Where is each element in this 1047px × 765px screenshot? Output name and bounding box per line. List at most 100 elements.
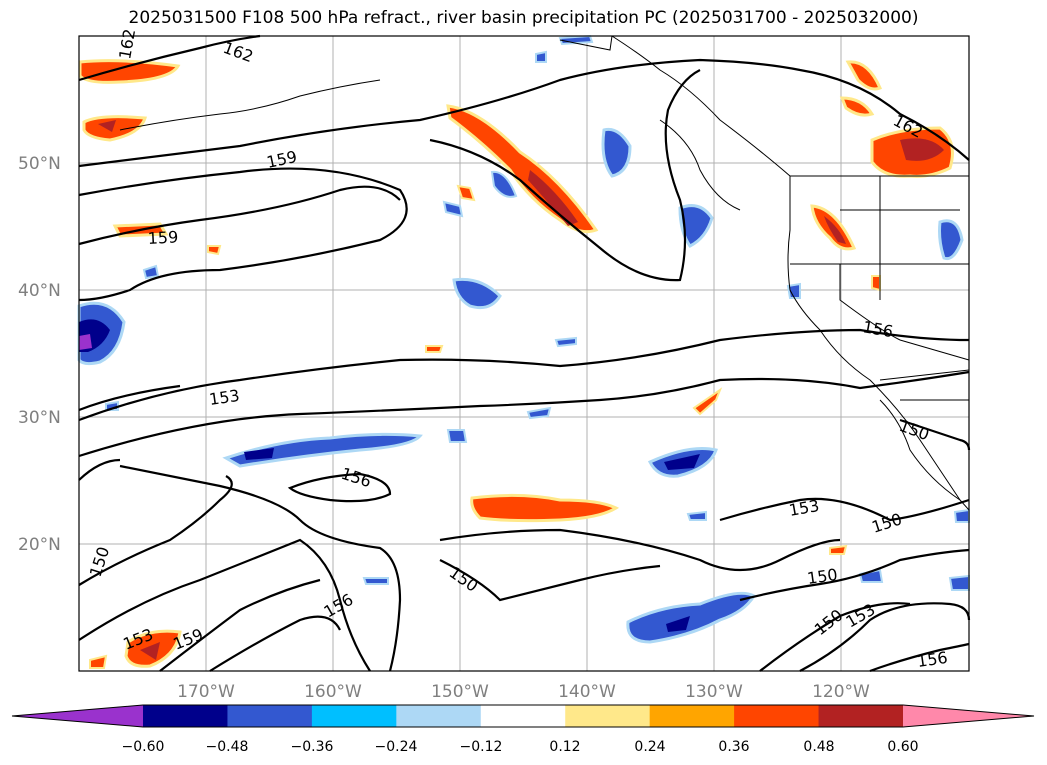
coastline: [659, 119, 741, 211]
contour-line: [78, 34, 261, 82]
map-frame: [78, 35, 970, 672]
precip-blob: [824, 216, 846, 244]
precip-blob: [89, 654, 108, 669]
lon-label-160w: 160°W: [304, 682, 362, 702]
longitude-labels: 170°W 160°W 150°W 140°W 130°W 120°W: [177, 682, 870, 702]
latitude-labels: 50°N 40°N 30°N 20°N: [18, 154, 61, 555]
coastline: [559, 35, 613, 51]
contour-line: [78, 328, 970, 422]
colorbar-tick-label: 0.24: [634, 739, 665, 755]
colorbar-tick-label: 0.48: [803, 739, 834, 755]
precip-blob: [79, 334, 92, 350]
colorbar-extend-low: [12, 705, 143, 727]
contour-line: [719, 497, 970, 522]
precip-blob: [222, 432, 423, 468]
contour-line: [869, 642, 970, 673]
precip-blob: [938, 219, 964, 261]
precip-blob: [470, 493, 620, 523]
precip-blob: [140, 642, 160, 660]
colorbar-tick-label: −0.60: [122, 739, 165, 755]
contour-line: [78, 185, 401, 246]
precip-blob: [786, 282, 801, 299]
lat-label-40n: 40°N: [18, 281, 61, 301]
precip-blob: [528, 170, 578, 226]
contour-line: [739, 548, 970, 602]
colorbar-segment: [565, 705, 651, 727]
contour-label: 150: [806, 565, 839, 588]
precip-blob: [207, 245, 222, 256]
colorbar-tick-label: 0.12: [549, 739, 580, 755]
colorbar-tick-label: −0.36: [291, 739, 334, 755]
contour-line: [759, 602, 911, 672]
contour-line: [899, 418, 971, 451]
lat-label-50n: 50°N: [18, 154, 61, 174]
precip-blob: [452, 277, 502, 310]
colorbar-segment: [818, 705, 904, 727]
colorbar-segment: [649, 705, 735, 727]
precip-blob: [900, 138, 944, 161]
state-border: [839, 264, 901, 341]
precip-blob: [845, 60, 882, 91]
coastline: [611, 35, 970, 511]
colorbar-extend-high: [903, 705, 1034, 727]
contour-line: [429, 69, 701, 282]
contour-line: [439, 528, 841, 572]
contour-line: [78, 384, 181, 412]
lon-label-130w: 130°W: [685, 682, 743, 702]
precip-blob: [446, 429, 468, 443]
contour-line: [287, 472, 392, 503]
lon-label-140w: 140°W: [558, 682, 616, 702]
contour-line: [799, 602, 971, 672]
colorbar-tick-label: −0.12: [460, 739, 503, 755]
precip-blob: [362, 577, 389, 585]
contour-line: [119, 464, 402, 672]
precip-blob: [664, 454, 700, 470]
precip-blob: [425, 345, 444, 353]
lat-label-20n: 20°N: [18, 535, 61, 555]
precip-blob: [601, 127, 632, 178]
lon-label-170w: 170°W: [177, 682, 235, 702]
coastline: [119, 79, 381, 131]
precip-blob: [953, 508, 970, 523]
contour-line: [78, 370, 970, 458]
map-plot-area: 162 162 159 159 153 156 150 150 156 150 …: [77, 27, 971, 673]
contour-line: [78, 538, 371, 672]
contour-label: 156: [916, 648, 949, 671]
precip-blob: [535, 50, 547, 63]
precip-blob: [839, 96, 875, 117]
colorbar: [11, 704, 1035, 728]
contour-line: [78, 475, 233, 586]
map-title: 2025031500 F108 500 hPa refract., river …: [128, 8, 919, 28]
precip-blob: [244, 448, 274, 460]
coastlines: [119, 35, 970, 511]
precip-blob: [871, 275, 881, 292]
precip-blob: [829, 544, 848, 555]
contour-line: [439, 559, 661, 602]
precip-blob: [98, 120, 116, 132]
colorbar-segment: [480, 705, 566, 727]
colorbar-tick-label: 0.36: [718, 739, 749, 755]
contour-line: [159, 578, 321, 672]
lon-label-150w: 150°W: [431, 682, 489, 702]
precip-blob: [82, 115, 147, 142]
refractivity-contours: [78, 34, 971, 673]
colorbar-segment: [227, 705, 313, 727]
contour-label: 159: [147, 227, 178, 248]
precip-blob: [948, 574, 970, 591]
precip-blob: [490, 170, 518, 198]
contour-line: [78, 458, 121, 481]
contour-label: 153: [208, 386, 241, 409]
precip-blob: [442, 200, 464, 218]
positive-anomaly-regions: [78, 59, 954, 669]
precip-blob: [554, 336, 577, 348]
precip-blob: [666, 616, 690, 632]
colorbar-segment: [311, 705, 397, 727]
contour-line: [78, 167, 408, 302]
colorbar-tick-label: 0.60: [887, 739, 918, 755]
colorbar-tick-label: −0.24: [375, 739, 418, 755]
precip-blob: [142, 264, 160, 280]
lon-label-120w: 120°W: [812, 682, 870, 702]
contour-line: [209, 615, 341, 672]
precip-blob: [686, 510, 707, 521]
